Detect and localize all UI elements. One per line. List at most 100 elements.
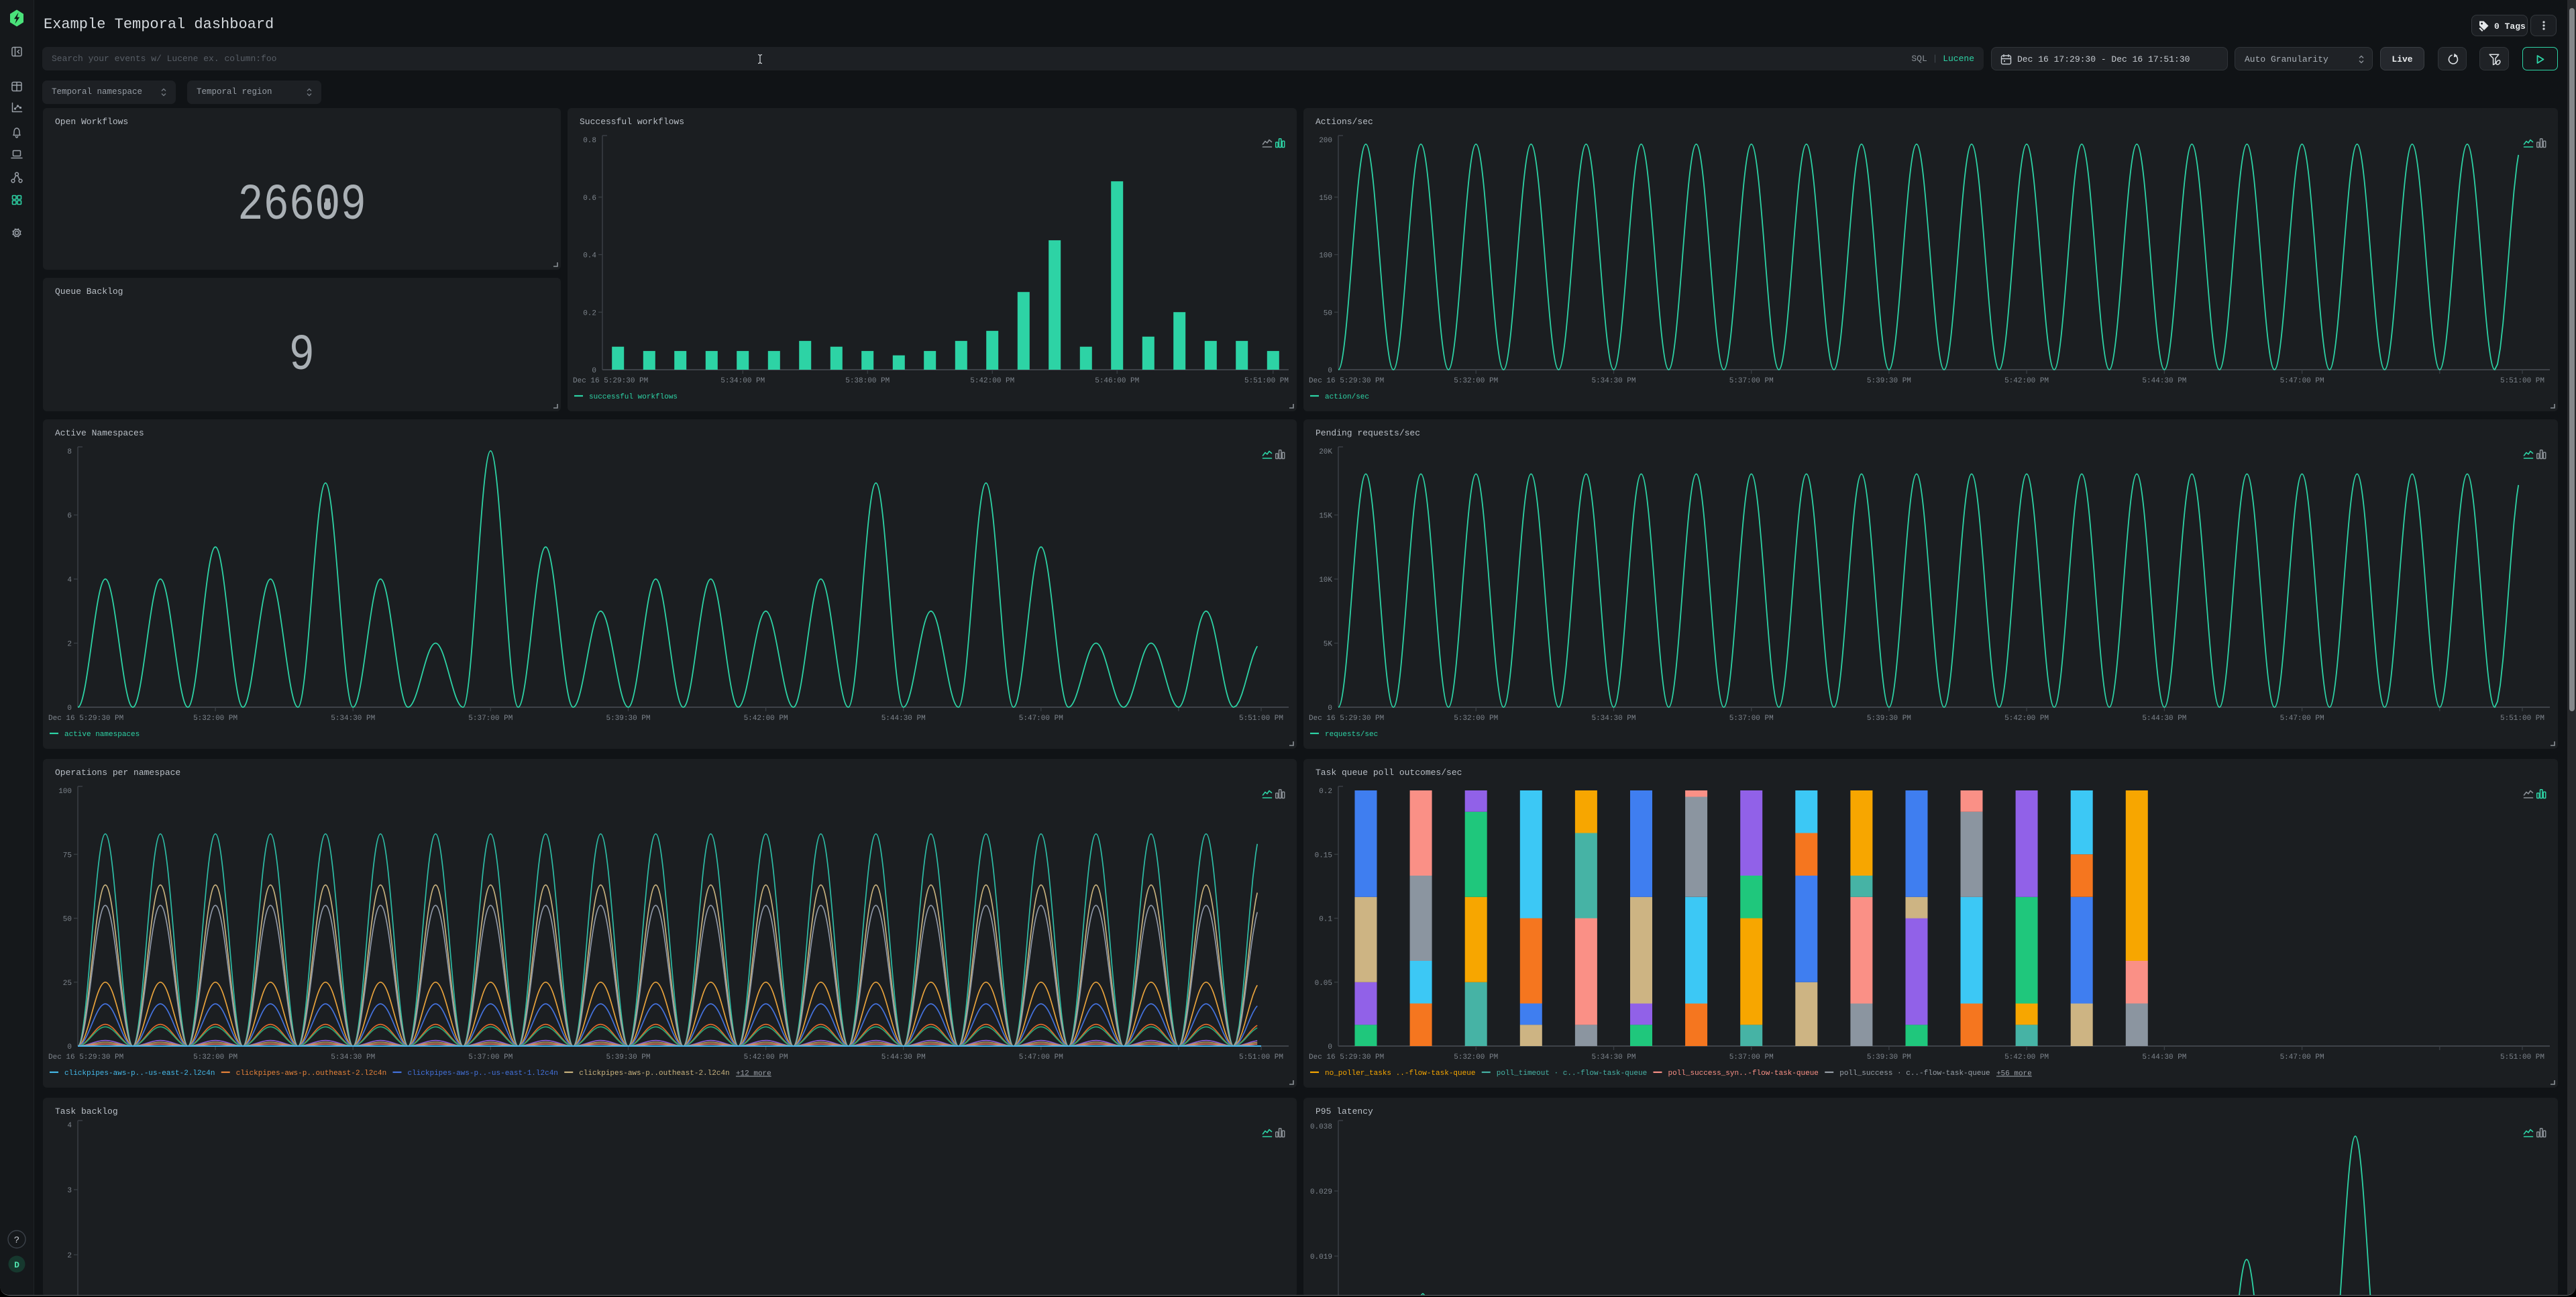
- svg-text:5:47:00 PM: 5:47:00 PM: [2280, 715, 2324, 723]
- svg-text:5:44:30 PM: 5:44:30 PM: [2142, 377, 2186, 385]
- svg-text:5:32:00 PM: 5:32:00 PM: [1454, 1053, 1498, 1061]
- svg-text:0: 0: [1328, 1043, 1332, 1051]
- svg-text:0.019: 0.019: [1310, 1253, 1332, 1261]
- svg-text:5:51:00 PM: 5:51:00 PM: [2500, 1053, 2544, 1061]
- svg-text:5:47:00 PM: 5:47:00 PM: [2280, 377, 2324, 385]
- svg-text:?: ?: [14, 1235, 19, 1246]
- svg-text:5:38:00 PM: 5:38:00 PM: [845, 377, 890, 385]
- svg-text:5:51:00 PM: 5:51:00 PM: [2500, 715, 2544, 723]
- svg-text:0.15: 0.15: [1315, 851, 1332, 860]
- svg-text:5:44:30 PM: 5:44:30 PM: [2142, 1053, 2186, 1061]
- svg-text:5:51:00 PM: 5:51:00 PM: [2500, 377, 2544, 385]
- svg-text:3: 3: [67, 1187, 72, 1195]
- svg-text:5:37:00 PM: 5:37:00 PM: [468, 1053, 513, 1061]
- svg-text:active namespaces: active namespaces: [64, 731, 140, 739]
- svg-text:D: D: [14, 1260, 19, 1270]
- svg-text:5:34:30 PM: 5:34:30 PM: [1591, 715, 1635, 723]
- svg-text:5:47:00 PM: 5:47:00 PM: [1019, 715, 1063, 723]
- svg-text:0: 0: [1328, 705, 1332, 713]
- svg-text:5:39:30 PM: 5:39:30 PM: [606, 715, 650, 723]
- svg-text:0.029: 0.029: [1310, 1188, 1332, 1196]
- svg-text:5:39:30 PM: 5:39:30 PM: [1867, 715, 1911, 723]
- svg-text:100: 100: [1319, 252, 1332, 260]
- svg-text:5:44:30 PM: 5:44:30 PM: [2142, 715, 2186, 723]
- svg-text:5:39:30 PM: 5:39:30 PM: [1867, 377, 1911, 385]
- svg-text:5:32:00 PM: 5:32:00 PM: [1454, 715, 1498, 723]
- svg-text:0.1: 0.1: [1319, 916, 1332, 924]
- svg-text:20K: 20K: [1319, 448, 1332, 456]
- svg-text:clickpipes-aws-p..-us-east-1.l: clickpipes-aws-p..-us-east-1.l2c4n: [407, 1070, 557, 1078]
- svg-text:poll_success_syn..-flow-task-q: poll_success_syn..-flow-task-queue: [1668, 1070, 1818, 1078]
- svg-text:5:37:00 PM: 5:37:00 PM: [1729, 1053, 1774, 1061]
- svg-text:50: 50: [1324, 309, 1332, 317]
- svg-text:6: 6: [67, 513, 72, 521]
- svg-text:5:42:00 PM: 5:42:00 PM: [2004, 377, 2049, 385]
- svg-text:Dec 16 5:29:30 PM: Dec 16 5:29:30 PM: [1309, 1053, 1384, 1061]
- svg-text:5:51:00 PM: 5:51:00 PM: [1244, 377, 1289, 385]
- svg-text:5:44:30 PM: 5:44:30 PM: [881, 715, 926, 723]
- svg-text:0 Tags: 0 Tags: [2494, 21, 2526, 32]
- svg-text:0.038: 0.038: [1310, 1123, 1332, 1131]
- svg-text:5:51:00 PM: 5:51:00 PM: [1239, 715, 1283, 723]
- svg-text:5:34:00 PM: 5:34:00 PM: [720, 377, 765, 385]
- svg-text:0: 0: [67, 1043, 72, 1051]
- svg-text:5:37:00 PM: 5:37:00 PM: [1729, 715, 1774, 723]
- svg-text:5:34:30 PM: 5:34:30 PM: [1591, 1053, 1635, 1061]
- svg-text:0: 0: [67, 705, 72, 713]
- svg-text:0.4: 0.4: [583, 252, 596, 260]
- svg-text:5:42:00 PM: 5:42:00 PM: [2004, 715, 2049, 723]
- svg-text:5:32:00 PM: 5:32:00 PM: [193, 715, 237, 723]
- svg-text:5:44:30 PM: 5:44:30 PM: [881, 1053, 926, 1061]
- svg-text:0.05: 0.05: [1315, 980, 1332, 988]
- svg-text:Dec 16 5:29:30 PM: Dec 16 5:29:30 PM: [1309, 715, 1384, 723]
- svg-text:5:32:00 PM: 5:32:00 PM: [1454, 377, 1498, 385]
- svg-text:150: 150: [1319, 195, 1332, 203]
- svg-text:0.8: 0.8: [583, 137, 596, 145]
- svg-text:25: 25: [63, 980, 72, 988]
- svg-text:5:34:30 PM: 5:34:30 PM: [331, 715, 375, 723]
- svg-text:Dec 16 5:29:30 PM: Dec 16 5:29:30 PM: [48, 715, 123, 723]
- svg-text:+56 more: +56 more: [1996, 1070, 2032, 1078]
- svg-text:5K: 5K: [1324, 641, 1333, 649]
- svg-text:5:39:30 PM: 5:39:30 PM: [606, 1053, 650, 1061]
- svg-text:poll_timeout · c..-flow-task-q: poll_timeout · c..-flow-task-queue: [1497, 1070, 1647, 1078]
- svg-text:requests/sec: requests/sec: [1325, 731, 1378, 739]
- svg-text:successful workflows: successful workflows: [589, 393, 678, 401]
- svg-text:action/sec: action/sec: [1325, 393, 1369, 401]
- svg-text:5:46:00 PM: 5:46:00 PM: [1095, 377, 1139, 385]
- svg-text:0: 0: [1328, 367, 1332, 375]
- svg-text:75: 75: [63, 851, 72, 860]
- svg-text:0: 0: [592, 367, 596, 375]
- svg-text:4: 4: [67, 576, 72, 584]
- svg-text:5:39:30 PM: 5:39:30 PM: [1867, 1053, 1911, 1061]
- svg-text:clickpipes-aws-p..outheast-2.l: clickpipes-aws-p..outheast-2.l2c4n: [236, 1070, 386, 1078]
- svg-text:200: 200: [1319, 137, 1332, 145]
- svg-text:4: 4: [67, 1122, 72, 1130]
- svg-text:2: 2: [67, 641, 72, 649]
- svg-text:5:37:00 PM: 5:37:00 PM: [1729, 377, 1774, 385]
- svg-text:Dec 16 5:29:30 PM: Dec 16 5:29:30 PM: [573, 377, 648, 385]
- svg-text:100: 100: [58, 788, 72, 796]
- svg-text:5:42:00 PM: 5:42:00 PM: [970, 377, 1014, 385]
- svg-text:5:34:30 PM: 5:34:30 PM: [331, 1053, 375, 1061]
- svg-text:50: 50: [63, 916, 72, 924]
- svg-text:poll_success · c..-flow-task-q: poll_success · c..-flow-task-queue: [1839, 1070, 1990, 1078]
- svg-text:+12 more: +12 more: [736, 1070, 771, 1078]
- svg-text:2: 2: [67, 1252, 72, 1260]
- svg-text:5:42:00 PM: 5:42:00 PM: [744, 1053, 788, 1061]
- svg-text:5:47:00 PM: 5:47:00 PM: [2280, 1053, 2324, 1061]
- svg-text:0.2: 0.2: [583, 309, 596, 317]
- svg-text:5:42:00 PM: 5:42:00 PM: [2004, 1053, 2049, 1061]
- svg-text:0.2: 0.2: [1319, 788, 1332, 796]
- svg-text:5:47:00 PM: 5:47:00 PM: [1019, 1053, 1063, 1061]
- svg-text:5:37:00 PM: 5:37:00 PM: [468, 715, 513, 723]
- svg-text:5:32:00 PM: 5:32:00 PM: [193, 1053, 237, 1061]
- svg-text:Dec 16 5:29:30 PM: Dec 16 5:29:30 PM: [48, 1053, 123, 1061]
- svg-text:no_poller_tasks ..-flow-task-q: no_poller_tasks ..-flow-task-queue: [1325, 1070, 1475, 1078]
- svg-text:clickpipes-aws-p..-us-east-2.l: clickpipes-aws-p..-us-east-2.l2c4n: [64, 1070, 215, 1078]
- svg-text:10K: 10K: [1319, 576, 1332, 584]
- svg-text:5:42:00 PM: 5:42:00 PM: [744, 715, 788, 723]
- svg-text:0.6: 0.6: [583, 195, 596, 203]
- svg-text:Dec 16 5:29:30 PM: Dec 16 5:29:30 PM: [1309, 377, 1384, 385]
- svg-text:15K: 15K: [1319, 513, 1332, 521]
